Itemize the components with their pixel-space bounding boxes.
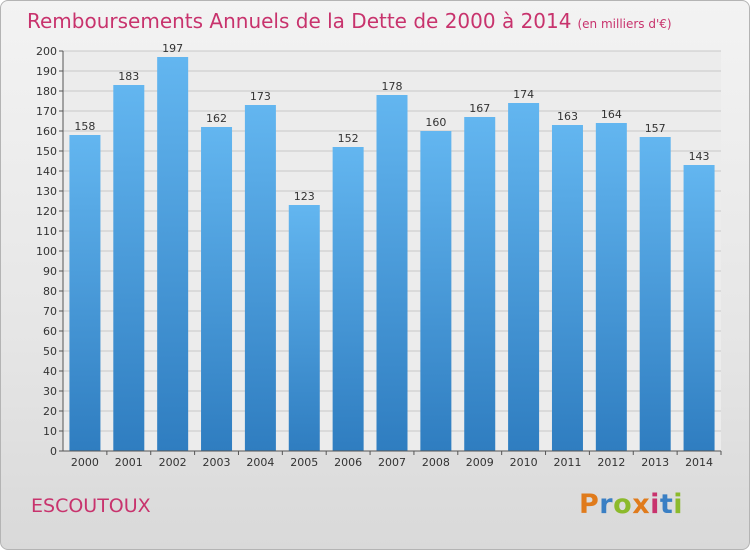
chart-unit: (en milliers d'€) <box>577 17 672 31</box>
logo-letter: P <box>579 489 600 520</box>
data-label-2009: 167 <box>469 102 490 115</box>
bar-2001 <box>113 85 145 451</box>
x-tick-label-2002: 2002 <box>159 456 187 469</box>
data-label-2008: 160 <box>425 116 446 129</box>
y-tick-label: 110 <box>36 225 57 238</box>
x-tick-label-2003: 2003 <box>203 456 231 469</box>
y-tick-label: 10 <box>43 425 57 438</box>
bar-2010 <box>508 103 540 451</box>
y-tick-label: 180 <box>36 85 57 98</box>
y-tick-label: 190 <box>36 65 57 78</box>
data-label-2000: 158 <box>74 120 95 133</box>
data-label-2007: 178 <box>382 80 403 93</box>
bar-2005 <box>288 205 320 451</box>
bar-2011 <box>551 125 583 451</box>
y-tick-label: 90 <box>43 265 57 278</box>
y-tick-label: 30 <box>43 385 57 398</box>
x-tick-label-2001: 2001 <box>115 456 143 469</box>
x-tick-label-2008: 2008 <box>422 456 450 469</box>
bar-2013 <box>639 137 671 451</box>
data-label-2013: 157 <box>645 122 666 135</box>
y-tick-label: 160 <box>36 125 57 138</box>
logo-letter: i <box>650 489 660 520</box>
bar-2002 <box>157 57 189 451</box>
bar-2003 <box>201 127 233 451</box>
x-tick-label-2005: 2005 <box>290 456 318 469</box>
y-tick-label: 50 <box>43 345 57 358</box>
bar-2009 <box>464 117 496 451</box>
data-label-2002: 197 <box>162 42 183 55</box>
data-label-2012: 164 <box>601 108 622 121</box>
y-tick-label: 40 <box>43 365 57 378</box>
y-tick-label: 120 <box>36 205 57 218</box>
proxiti-logo: Proxiti <box>579 489 683 520</box>
x-tick-label-2014: 2014 <box>685 456 713 469</box>
y-tick-label: 80 <box>43 285 57 298</box>
x-tick-label-2011: 2011 <box>553 456 581 469</box>
logo-letter: t <box>659 489 674 520</box>
y-tick-label: 140 <box>36 165 57 178</box>
chart-title: Remboursements Annuels de la Dette de 20… <box>27 9 672 33</box>
logo-letter: i <box>673 489 684 520</box>
data-label-2006: 152 <box>338 132 359 145</box>
y-tick-label: 200 <box>36 45 57 58</box>
bar-2000 <box>69 135 101 451</box>
chart-title-text: Remboursements Annuels de la Dette de 20… <box>27 9 572 33</box>
y-tick-label: 130 <box>36 185 57 198</box>
bar-2012 <box>595 123 627 451</box>
y-tick-label: 60 <box>43 325 57 338</box>
logo-letter: o <box>613 489 633 520</box>
data-label-2010: 174 <box>513 88 534 101</box>
y-tick-label: 100 <box>36 245 57 258</box>
x-tick-label-2004: 2004 <box>246 456 274 469</box>
axes: 0 10 20 30 40 50 60 70 80 90 100 110 120 130 140 150 160… <box>36 45 722 469</box>
data-label-2014: 143 <box>689 150 710 163</box>
bars: 158 183 197 162 173 123 152 178 160 167 174 163 164 1… <box>69 42 715 451</box>
data-label-2003: 162 <box>206 112 227 125</box>
x-tick-label-2010: 2010 <box>510 456 538 469</box>
data-label-2011: 163 <box>557 110 578 123</box>
bar-2004 <box>244 105 276 451</box>
bar-2014 <box>683 165 715 451</box>
x-tick-label-2006: 2006 <box>334 456 362 469</box>
y-tick-label: 170 <box>36 105 57 118</box>
bar-2007 <box>376 95 408 451</box>
bar-2008 <box>420 131 452 451</box>
x-tick-label-2007: 2007 <box>378 456 406 469</box>
logo-letter: r <box>599 489 614 520</box>
y-tick-label: 150 <box>36 145 57 158</box>
logo-letter: x <box>632 489 651 520</box>
data-label-2001: 183 <box>118 70 139 83</box>
x-tick-label-2012: 2012 <box>597 456 625 469</box>
data-label-2005: 123 <box>294 190 315 203</box>
bar-2006 <box>332 147 364 451</box>
x-tick-label-2013: 2013 <box>641 456 669 469</box>
bar-chart: 158 183 197 162 173 123 152 178 160 167 174 163 164 1… <box>36 42 722 469</box>
x-tick-label-2000: 2000 <box>71 456 99 469</box>
y-tick-label: 20 <box>43 405 57 418</box>
x-tick-label-2009: 2009 <box>466 456 494 469</box>
y-tick-label: 0 <box>50 445 57 458</box>
y-tick-label: 70 <box>43 305 57 318</box>
data-label-2004: 173 <box>250 90 271 103</box>
commune-name: ESCOUTOUX <box>31 495 151 517</box>
